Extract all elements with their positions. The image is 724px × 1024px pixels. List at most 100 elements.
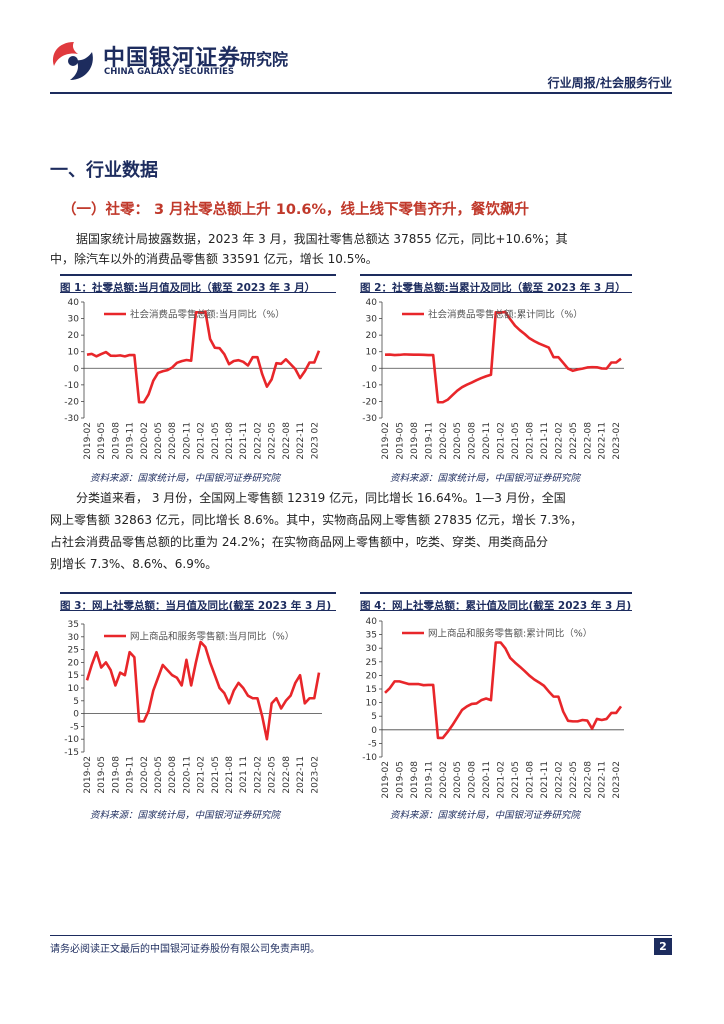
x-tick-label: 2019-11 <box>424 761 434 799</box>
y-tick-label: 35 <box>68 620 79 630</box>
page-number: 2 <box>654 938 672 955</box>
x-tick-label: 2022-11 <box>296 422 306 460</box>
x-tick-label: 2021 11 <box>239 756 249 793</box>
x-tick-label: 2021-11 <box>239 422 249 460</box>
x-tick-label: 2020-05 <box>453 761 463 799</box>
x-tick-label: 2021-05 <box>211 422 221 460</box>
y-tick-label: 30 <box>366 644 378 654</box>
x-tick-label: 2020-08 <box>168 422 178 460</box>
x-tick-label: 2023 02 <box>310 422 320 459</box>
series-line <box>384 310 622 404</box>
series-line <box>384 641 623 740</box>
y-tick-label: 0 <box>73 710 79 720</box>
y-tick-label: -5 <box>70 722 79 732</box>
y-tick-label: -10 <box>64 381 79 391</box>
y-tick-label: -20 <box>362 397 377 407</box>
y-tick-label: 5 <box>371 712 377 722</box>
x-tick-label: 2022-05 <box>268 422 278 460</box>
y-tick-label: 15 <box>68 671 79 681</box>
y-tick-label: -20 <box>64 397 79 407</box>
y-tick-label: -10 <box>362 381 377 391</box>
figure-title: 图 2：社零售总额:当累计及同比（截至 2023 年 3 月） <box>360 282 626 294</box>
x-tick-label: 2019-05 <box>395 422 405 460</box>
logo-mark <box>52 42 93 80</box>
x-tick-label: 2020-02 <box>439 422 449 460</box>
x-tick-label: 2019-05 <box>395 761 405 799</box>
x-tick-label: 2021-05 <box>211 756 221 794</box>
x-tick-label: 2020-02 <box>140 756 150 794</box>
y-tick-label: 10 <box>68 684 80 694</box>
x-tick-label: 2020-11 <box>182 756 192 794</box>
x-tick-label: 2023-02 <box>612 761 622 799</box>
x-tick-label: 2021-08 <box>225 422 235 460</box>
y-tick-label: 5 <box>73 697 79 707</box>
disclaimer: 请务必阅读正文最后的中国银河证券股份有限公司免责声明。 <box>50 944 320 955</box>
legend-label: 网上商品和服务零售额:当月同比（%） <box>130 631 294 643</box>
x-tick-label: 2022-05 <box>569 422 579 460</box>
y-tick-label: 35 <box>366 631 377 641</box>
figure-title-box: 图 3：网上社零总额：当月值及同比(截至 2023 年 3 月) <box>60 592 336 612</box>
x-tick-label: 2019-08 <box>111 422 121 460</box>
paragraph-line: 网上零售额 32863 亿元，同比增长 8.6%。其中，实物商品网上零售额 27… <box>50 513 583 527</box>
y-tick-label: -10 <box>362 753 377 763</box>
x-tick-label: 2022-11 <box>296 756 306 794</box>
figure-source: 资料来源：国家统计局，中国银河证券研究院 <box>90 810 281 821</box>
x-tick-label: 2019-08 <box>410 761 420 799</box>
x-tick-label: 2021-02 <box>197 756 207 794</box>
logo-suffix: 研究院 <box>240 50 289 69</box>
paragraph-line: 占社会消费品零售总额的比重为 24.2%；在实物商品网上零售额中，吃类、穿类、用… <box>50 535 548 549</box>
x-tick-label: 2019-02 <box>381 761 391 799</box>
y-tick-label: 10 <box>68 348 80 358</box>
x-tick-label: 2022-08 <box>583 761 593 799</box>
x-tick-label: 2020-05 <box>453 422 463 460</box>
paragraph-line: 据国家统计局披露数据，2023 年 3 月，我国社零售总额达 37855 亿元，… <box>76 232 568 246</box>
paragraph-line: 别增长 7.3%、8.6%、6.9%。 <box>50 557 218 571</box>
y-tick-label: 15 <box>366 685 377 695</box>
x-tick-label: 2022-08 <box>583 422 593 460</box>
x-tick-label: 2019-08 <box>410 422 420 460</box>
header-rule <box>50 92 672 94</box>
x-tick-label: 2021-02 <box>497 761 507 799</box>
x-tick-label: 2022-05 <box>268 756 278 794</box>
figure-title-box: 图 1：社零总额:当月值及同比（截至 2023 年 3 月） <box>60 274 336 294</box>
y-tick-label: 40 <box>366 298 378 308</box>
report-type: 行业周报/社会服务行业 <box>547 76 672 90</box>
x-tick-label: 2021-08 <box>525 761 535 799</box>
series-line <box>85 640 321 741</box>
y-tick-label: 0 <box>73 364 79 374</box>
footer-rule <box>50 935 672 936</box>
y-tick-label: -5 <box>368 739 377 749</box>
y-tick-label: 40 <box>366 617 378 627</box>
y-tick-label: 25 <box>68 646 79 656</box>
figure-source: 资料来源：国家统计局，中国银河证券研究院 <box>390 473 581 484</box>
x-tick-label: 2022-11 <box>598 422 608 460</box>
legend-label: 社会消费品零售总额:累计同比（%） <box>428 309 583 321</box>
y-tick-label: 30 <box>68 633 80 643</box>
x-tick-label: 2021-08 <box>525 422 535 460</box>
x-tick-label: 2021-02 <box>497 422 507 460</box>
x-tick-label: 2020-11 <box>482 422 492 460</box>
x-tick-label: 2019-11 <box>424 422 434 460</box>
x-tick-label: 2020-02 <box>140 422 150 460</box>
x-tick-label: 2019-02 <box>381 422 391 460</box>
x-tick-label: 2023-02 <box>612 422 622 460</box>
x-tick-label: 2020-05 <box>154 756 164 794</box>
x-tick-label: 2020-11 <box>482 761 492 799</box>
x-tick-label: 2021-11 <box>540 761 550 799</box>
y-tick-label: 10 <box>366 699 378 709</box>
section-title: 一、行业数据 <box>50 160 158 181</box>
x-tick-label: 2022-02 <box>554 422 564 460</box>
figure-title: 图 3：网上社零总额：当月值及同比(截至 2023 年 3 月) <box>60 600 332 612</box>
y-tick-label: 20 <box>366 671 378 681</box>
figure-title-box: 图 4：网上社零总额：累计值及同比(截至 2023 年 3 月) <box>360 592 632 612</box>
x-tick-label: 2023-02 <box>310 756 320 794</box>
x-tick-label: 2020-08 <box>468 761 478 799</box>
x-tick-label: 2019-05 <box>97 756 107 794</box>
x-tick-label: 2019-11 <box>126 756 136 794</box>
y-tick-label: 30 <box>366 315 378 325</box>
x-tick-label: 2022-02 <box>253 756 263 794</box>
x-tick-label: 2021-02 <box>197 422 207 460</box>
x-tick-label: 2021-05 <box>511 761 521 799</box>
figure-title-box: 图 2：社零售总额:当累计及同比（截至 2023 年 3 月） <box>360 274 632 294</box>
